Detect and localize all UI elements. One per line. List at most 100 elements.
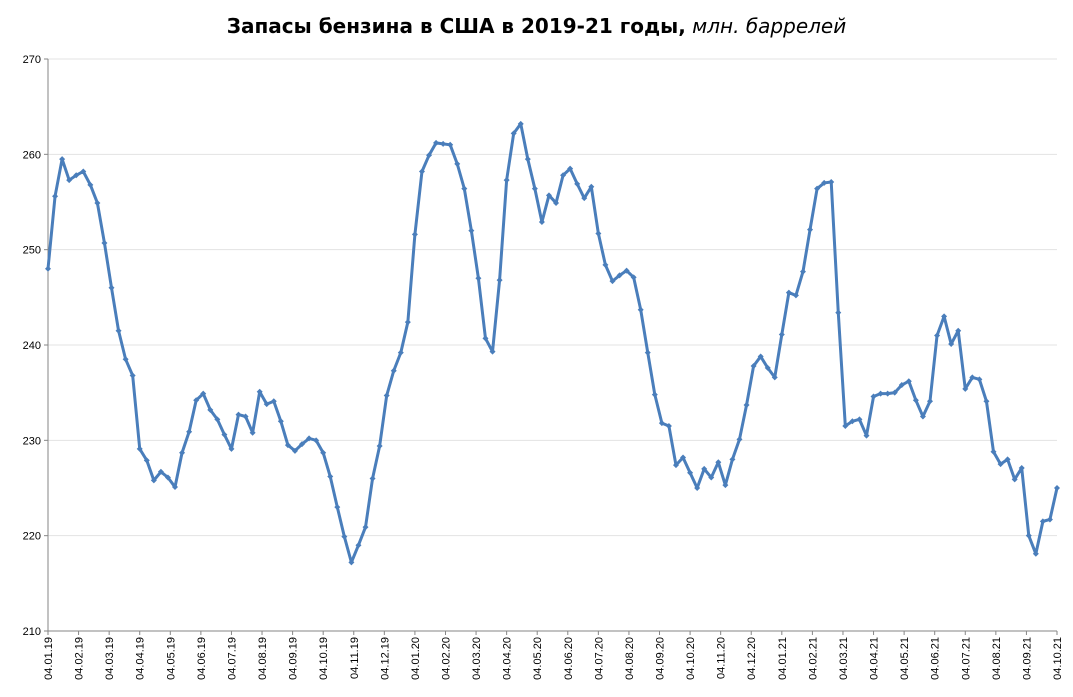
y-tick-label: 220 (23, 531, 41, 543)
data-point (595, 230, 602, 237)
data-point (764, 364, 771, 371)
x-tick-label: 04.03.20 (471, 637, 483, 680)
x-tick-label: 04.05.20 (532, 637, 544, 680)
data-point (143, 457, 150, 464)
data-point (433, 139, 440, 146)
data-point (355, 542, 362, 549)
data-point (792, 292, 799, 299)
y-tick-label: 270 (23, 54, 41, 66)
data-point (94, 199, 101, 206)
x-tick-label: 04.04.21 (869, 637, 881, 680)
data-point (454, 160, 461, 167)
x-tick-label: 04.06.19 (196, 637, 208, 680)
data-point (157, 468, 164, 475)
data-point (672, 462, 679, 469)
data-point (560, 172, 567, 179)
data-point (348, 559, 355, 566)
x-tick-label: 04.05.21 (899, 637, 911, 680)
data-point (553, 199, 560, 206)
x-tick-label: 04.07.21 (960, 637, 972, 680)
x-tick-label: 04.03.19 (104, 637, 116, 680)
data-point (743, 402, 750, 409)
data-point (235, 411, 242, 418)
data-point (863, 432, 870, 439)
x-tick-label: 04.08.20 (624, 637, 636, 680)
x-tick-label: 04.10.21 (1052, 637, 1064, 680)
data-point (941, 313, 948, 320)
data-point (1032, 550, 1039, 557)
data-point (926, 398, 933, 405)
data-point (687, 469, 694, 476)
data-point (736, 436, 743, 443)
data-point (567, 165, 574, 172)
data-point (531, 185, 538, 192)
data-point (814, 185, 821, 192)
data-point (108, 284, 115, 291)
data-point (1046, 516, 1053, 523)
data-point (828, 178, 835, 185)
data-point (665, 423, 672, 430)
x-tick-label: 04.08.21 (991, 637, 1003, 680)
data-point (468, 227, 475, 234)
data-point (228, 445, 235, 452)
data-point (334, 504, 341, 511)
x-tick-label: 04.12.20 (746, 637, 758, 680)
data-point (771, 374, 778, 381)
data-point (694, 485, 701, 491)
data-point (658, 420, 665, 427)
data-point (411, 231, 418, 238)
data-point (701, 465, 708, 472)
x-tick-label: 04.06.20 (563, 637, 575, 680)
data-point (299, 441, 306, 448)
y-axis-tick-labels: 210 220 230 240 250 260 270 (23, 54, 41, 638)
data-point (1018, 464, 1025, 471)
data-point (715, 459, 722, 466)
data-point (390, 367, 397, 374)
data-point (73, 172, 80, 179)
data-point (545, 192, 552, 199)
data-point (919, 413, 926, 420)
data-point (976, 376, 983, 383)
data-point (461, 185, 468, 192)
data-point (172, 484, 179, 491)
data-point (207, 406, 214, 413)
data-point (1025, 532, 1032, 539)
data-point (80, 168, 87, 175)
x-tick-label: 04.07.20 (593, 637, 605, 680)
data-point (524, 156, 531, 163)
data-point (609, 278, 616, 285)
data-point (186, 428, 193, 435)
y-tick-label: 260 (23, 149, 41, 161)
x-tick-label: 04.07.19 (226, 637, 238, 680)
x-tick-label: 04.02.19 (74, 637, 86, 680)
data-point (193, 397, 200, 404)
data-point (397, 349, 404, 356)
data-point (905, 378, 912, 385)
data-point (778, 331, 785, 338)
data-point (101, 239, 108, 246)
data-point (588, 183, 595, 190)
data-point (136, 445, 143, 452)
y-tick-label: 210 (23, 626, 41, 638)
x-tick-label: 04.11.19 (349, 637, 361, 679)
data-point (200, 390, 207, 397)
data-point (990, 448, 997, 455)
data-point (256, 388, 263, 395)
x-tick-label: 04.10.19 (318, 637, 330, 680)
data-point (489, 348, 496, 355)
data-point (475, 275, 482, 282)
data-point (369, 475, 376, 482)
data-point (644, 349, 651, 356)
data-point (482, 335, 489, 342)
data-point (150, 477, 157, 484)
data-point (418, 168, 425, 175)
y-tick-label: 240 (23, 340, 41, 352)
data-point (785, 289, 792, 296)
data-point (503, 177, 510, 184)
data-point (581, 195, 588, 202)
data-point (66, 177, 73, 184)
data-point (877, 390, 884, 397)
data-point (277, 418, 284, 425)
data-point (997, 461, 1004, 468)
